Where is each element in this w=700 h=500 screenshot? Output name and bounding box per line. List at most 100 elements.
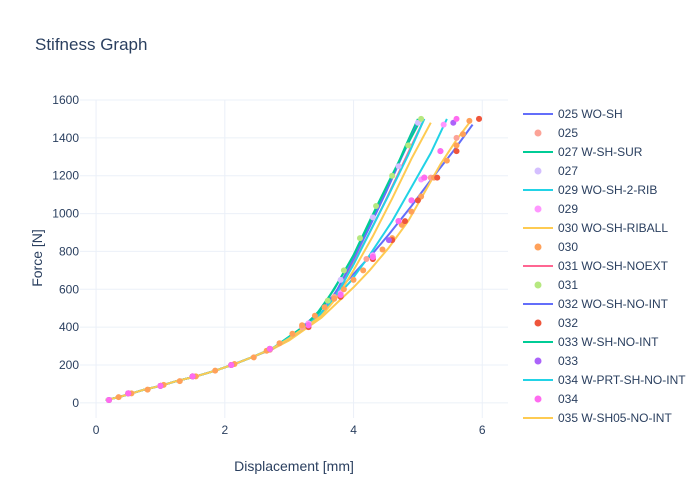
legend-label: 031 <box>558 278 578 292</box>
data-point <box>125 390 132 397</box>
data-point <box>289 330 296 337</box>
data-point <box>402 218 409 225</box>
data-point <box>440 121 447 128</box>
legend-item: 032 <box>534 316 578 330</box>
legend-label: 033 W-SH-NO-INT <box>558 335 659 349</box>
data-point <box>340 286 347 293</box>
data-point <box>434 174 441 181</box>
data-point <box>369 214 376 221</box>
legend-item: 032 WO-SH-NO-INT <box>523 297 669 311</box>
legend-label: 030 WO-SH-RIBALL <box>558 221 668 235</box>
legend-item: 027 <box>534 164 578 178</box>
legend-label: 034 W-PRT-SH-NO-INT <box>558 373 686 387</box>
legend-item: 025 <box>534 126 578 140</box>
data-point <box>408 197 415 204</box>
data-point <box>379 246 386 253</box>
y-tick-label: 800 <box>59 244 79 258</box>
legend-item: 035 W-SH05-NO-INT <box>523 411 672 425</box>
data-point <box>176 378 183 385</box>
legend-item: 033 <box>534 354 578 368</box>
data-point <box>453 134 460 141</box>
legend-marker-swatch <box>534 281 542 289</box>
data-point <box>115 394 122 401</box>
x-tick-label: 2 <box>221 423 228 437</box>
plot-area <box>105 115 483 404</box>
legend-marker-swatch <box>534 243 542 251</box>
y-tick-label: 200 <box>59 358 79 372</box>
y-axis-label: Force [N] <box>29 229 45 287</box>
legend-label: 027 W-SH-SUR <box>558 145 643 159</box>
data-point <box>476 115 483 122</box>
data-point <box>228 362 235 368</box>
x-tick-label: 6 <box>479 423 486 437</box>
y-tick-label: 600 <box>59 282 79 296</box>
x-tick-label: 0 <box>93 423 100 437</box>
legend-label: 033 <box>558 354 578 368</box>
data-point <box>453 142 460 149</box>
legend-label: 035 W-SH05-NO-INT <box>558 411 672 425</box>
data-point <box>443 157 450 164</box>
data-point <box>266 345 273 352</box>
data-point <box>337 291 344 298</box>
data-point <box>414 197 421 204</box>
data-point <box>105 397 112 404</box>
tick-labels: 0 200 400 600 800 1000 1200 1400 1600 0 2 4 6 <box>52 93 486 437</box>
legend-marker-swatch <box>534 129 542 137</box>
legend-label: 034 <box>558 392 578 406</box>
legend-item: 027 W-SH-SUR <box>523 145 643 159</box>
legend-item: 033 W-SH-NO-INT <box>523 335 659 349</box>
data-point <box>408 208 415 215</box>
data-point <box>405 142 412 149</box>
data-point <box>421 174 428 181</box>
data-point <box>437 148 444 155</box>
legend-label: 027 <box>558 164 578 178</box>
legend-label: 029 WO-SH-2-RIB <box>558 183 657 197</box>
legend-marker-swatch <box>534 205 542 213</box>
data-point <box>356 235 363 242</box>
y-tick-label: 0 <box>72 396 79 410</box>
data-point <box>337 276 344 283</box>
y-tick-label: 1000 <box>52 207 79 221</box>
y-tick-label: 400 <box>59 320 79 334</box>
legend-items: 025 WO-SH 025 027 W-SH-SUR 027 029 WO-SH-2-R… <box>523 107 686 425</box>
legend-label: 032 WO-SH-NO-INT <box>558 297 669 311</box>
legend-item: 030 WO-SH-RIBALL <box>523 221 668 235</box>
data-point <box>385 237 392 244</box>
data-point <box>453 115 460 122</box>
x-axis-label: Displacement [mm] <box>234 458 354 474</box>
data-point <box>157 382 164 389</box>
legend-label: 025 WO-SH <box>558 107 623 121</box>
legend-label: 032 <box>558 316 578 330</box>
data-point <box>459 131 466 138</box>
legend-item: 031 WO-SH-NOEXT <box>523 259 669 273</box>
data-point <box>466 117 473 124</box>
data-point <box>331 295 338 302</box>
legend-label: 025 <box>558 126 578 140</box>
data-point <box>324 297 331 304</box>
legend-item: 034 <box>534 392 578 406</box>
data-point <box>311 312 318 319</box>
data-point <box>360 267 367 274</box>
data-point <box>250 354 257 361</box>
legend-item: 034 W-PRT-SH-NO-INT <box>523 373 686 387</box>
data-point <box>395 218 402 225</box>
x-tick-label: 4 <box>350 423 357 437</box>
legend-item: 029 WO-SH-2-RIB <box>523 183 657 197</box>
legend-marker-swatch <box>534 395 542 403</box>
data-point <box>389 172 396 179</box>
data-point <box>363 256 370 262</box>
y-tick-label: 1600 <box>52 93 79 107</box>
gridlines <box>80 99 508 418</box>
data-point <box>276 340 283 347</box>
legend-item: 029 <box>534 202 578 216</box>
data-point <box>395 163 402 170</box>
chart-title: Stifness Graph <box>35 35 147 54</box>
data-point <box>350 276 357 283</box>
data-point <box>189 373 196 380</box>
data-point <box>144 386 151 393</box>
data-point <box>453 148 460 155</box>
legend-item: 030 <box>534 240 578 254</box>
legend-marker-swatch <box>534 167 542 175</box>
